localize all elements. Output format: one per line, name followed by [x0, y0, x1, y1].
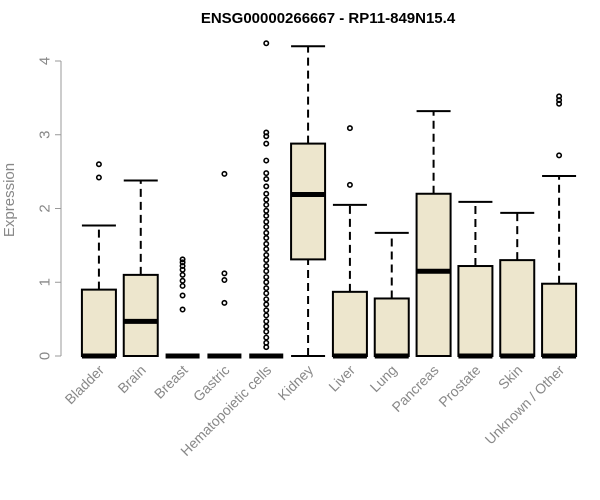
outlier-point: [346, 125, 353, 132]
outlier-point: [263, 140, 270, 147]
outlier-point: [179, 282, 186, 289]
outlier-point: [263, 301, 270, 308]
outlier-point: [263, 257, 270, 264]
outlier-point: [263, 223, 270, 230]
outlier-point: [263, 323, 270, 330]
outlier-point: [263, 190, 270, 197]
outlier-point: [221, 270, 228, 277]
outlier-point: [263, 263, 270, 270]
box-iqr: [415, 192, 452, 357]
box-unknown-other: [541, 93, 578, 359]
x-tick-label: Unknown / Other: [482, 362, 568, 448]
x-tick-label: Prostate: [435, 362, 483, 410]
outlier-point: [263, 296, 270, 303]
outlier-point: [263, 176, 270, 183]
outlier-point: [263, 170, 270, 177]
outlier-point: [263, 157, 270, 164]
box-prostate: [457, 200, 494, 359]
outlier-point: [346, 181, 353, 188]
outlier-point: [221, 277, 228, 284]
outlier-point: [179, 277, 186, 284]
box-skin: [499, 211, 536, 359]
outlier-point: [221, 299, 228, 306]
outlier-point: [263, 274, 270, 281]
y-axis-label: Expression: [1, 163, 18, 237]
outlier-point: [179, 292, 186, 299]
outlier-point: [263, 246, 270, 253]
box-iqr: [541, 282, 578, 358]
outlier-point: [263, 328, 270, 335]
y-tick-label: 4: [37, 57, 54, 65]
box-hematopoietic-cells: [249, 40, 284, 359]
outlier-point: [263, 201, 270, 208]
outlier-point: [263, 279, 270, 286]
outlier-point: [263, 240, 270, 247]
y-tick-label: 3: [37, 131, 54, 139]
outlier-point: [263, 196, 270, 203]
outlier-point: [263, 229, 270, 236]
outlier-point: [179, 256, 186, 263]
box-liver: [331, 125, 368, 359]
y-axis: 0 1 2 3 4: [37, 57, 62, 360]
outlier-point: [263, 307, 270, 314]
outlier-point: [95, 161, 102, 168]
box-iqr: [80, 288, 117, 357]
box-kidney: [290, 45, 327, 357]
box-iqr: [499, 259, 536, 357]
x-tick-label: Liver: [325, 362, 358, 395]
outlier-point: [263, 268, 270, 275]
x-tick-label: Breast: [151, 362, 191, 402]
outlier-point: [263, 312, 270, 319]
outlier-point: [263, 183, 270, 190]
outlier-point: [263, 235, 270, 242]
box-breast: [165, 256, 200, 359]
box-lung: [373, 231, 410, 359]
box-bladder: [80, 161, 117, 359]
box-iqr: [373, 297, 410, 358]
y-tick-label: 0: [37, 352, 54, 360]
x-tick-label: Bladder: [62, 362, 108, 408]
chart-title: ENSG00000266667 - RP11-849N15.4: [201, 10, 456, 27]
outlier-point: [179, 259, 186, 266]
outlier-point: [263, 334, 270, 341]
y-tick-label: 1: [37, 278, 54, 286]
outlier-point: [263, 40, 270, 47]
outlier-point: [263, 290, 270, 297]
outlier-point: [179, 271, 186, 278]
box-pancreas: [415, 110, 452, 357]
outlier-point: [556, 93, 563, 100]
box-iqr: [122, 273, 159, 357]
outlier-point: [263, 207, 270, 214]
outlier-point: [263, 318, 270, 325]
outlier-point: [221, 170, 228, 177]
boxes-group: [80, 40, 578, 359]
box-iqr: [331, 290, 368, 357]
x-tick-label: Brain: [114, 362, 148, 396]
outlier-point: [263, 129, 270, 136]
box-iqr: [457, 265, 494, 357]
x-tick-label: Kidney: [275, 362, 317, 404]
box-iqr: [290, 142, 327, 261]
x-tick-label: Skin: [495, 362, 526, 393]
box-gastric: [207, 170, 242, 359]
y-tick-label: 2: [37, 204, 54, 212]
outlier-point: [263, 339, 270, 346]
outlier-point: [263, 285, 270, 292]
outlier-point: [263, 218, 270, 225]
outlier-point: [556, 152, 563, 159]
outlier-point: [95, 174, 102, 181]
x-tick-label: Pancreas: [389, 362, 442, 415]
x-tick-label: Lung: [367, 362, 400, 395]
box-brain: [122, 179, 159, 357]
outlier-point: [179, 306, 186, 313]
outlier-point: [263, 212, 270, 219]
outlier-point: [263, 251, 270, 258]
